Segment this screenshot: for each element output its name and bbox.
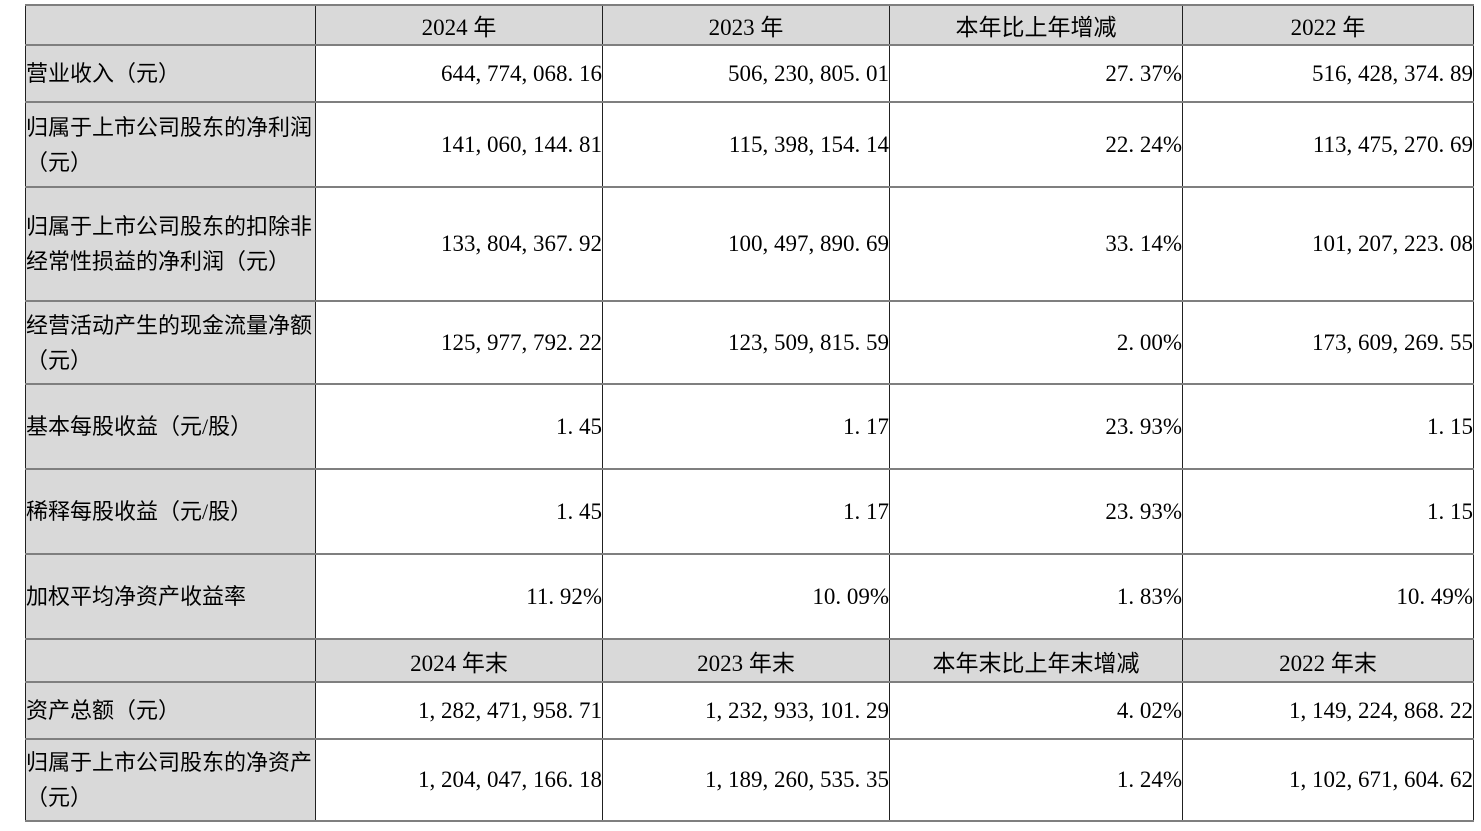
value-yoy-change: 2. 00% (889, 300, 1183, 385)
row-total-assets: 资产总额（元） 1, 282, 471, 958. 71 1, 232, 933… (25, 681, 1474, 740)
value-2024: 644, 774, 068. 16 (315, 44, 603, 103)
value-year-end-change: 4. 02% (889, 681, 1183, 740)
col-yoy-change-header: 本年比上年增减 (889, 4, 1183, 46)
row-operating-revenue: 营业收入（元） 644, 774, 068. 16 506, 230, 805.… (25, 44, 1474, 103)
value-2024-end: 1, 282, 471, 958. 71 (315, 681, 603, 740)
row-label: 归属于上市公司股东的扣除非经常性损益的净利润（元） (25, 186, 316, 302)
col-2024-end-header: 2024 年末 (315, 638, 603, 683)
row-weighted-avg-roe: 加权平均净资产收益率 11. 92% 10. 09% 1. 83% 10. 49… (25, 553, 1474, 640)
row-basic-eps: 基本每股收益（元/股） 1. 45 1. 17 23. 93% 1. 15 (25, 383, 1474, 470)
value-2022: 1. 15 (1182, 468, 1474, 555)
value-2023: 1. 17 (602, 383, 890, 470)
value-2022: 516, 428, 374. 89 (1182, 44, 1474, 103)
col-2022-end-header: 2022 年末 (1182, 638, 1474, 683)
col-2022-header: 2022 年 (1182, 4, 1474, 46)
corner-cell (25, 638, 316, 683)
row-label: 归属于上市公司股东的净资产（元） (25, 738, 316, 822)
value-2022-end: 1, 102, 671, 604. 62 (1182, 738, 1474, 822)
row-operating-cash-flow: 经营活动产生的现金流量净额（元） 125, 977, 792. 22 123, … (25, 300, 1474, 385)
value-2024: 125, 977, 792. 22 (315, 300, 603, 385)
value-2022-end: 1, 149, 224, 868. 22 (1182, 681, 1474, 740)
value-yoy-change: 22. 24% (889, 101, 1183, 188)
row-label: 稀释每股收益（元/股） (25, 468, 316, 555)
col-year-end-change-header: 本年末比上年末增减 (889, 638, 1183, 683)
value-2023: 506, 230, 805. 01 (602, 44, 890, 103)
row-diluted-eps: 稀释每股收益（元/股） 1. 45 1. 17 23. 93% 1. 15 (25, 468, 1474, 555)
value-2023-end: 1, 189, 260, 535. 35 (602, 738, 890, 822)
value-yoy-change: 23. 93% (889, 468, 1183, 555)
value-2022: 173, 609, 269. 55 (1182, 300, 1474, 385)
corner-cell (25, 4, 316, 46)
row-label: 加权平均净资产收益率 (25, 553, 316, 640)
row-label: 经营活动产生的现金流量净额（元） (25, 300, 316, 385)
value-2023: 100, 497, 890. 69 (602, 186, 890, 302)
value-2022: 10. 49% (1182, 553, 1474, 640)
col-2023-end-header: 2023 年末 (602, 638, 890, 683)
row-label: 资产总额（元） (25, 681, 316, 740)
value-2024: 141, 060, 144. 81 (315, 101, 603, 188)
col-2023-header: 2023 年 (602, 4, 890, 46)
value-2023: 10. 09% (602, 553, 890, 640)
value-2023: 123, 509, 815. 59 (602, 300, 890, 385)
value-2022: 101, 207, 223. 08 (1182, 186, 1474, 302)
period-end-header-row: 2024 年末 2023 年末 本年末比上年末增减 2022 年末 (25, 638, 1474, 683)
row-net-assets-attributable: 归属于上市公司股东的净资产（元） 1, 204, 047, 166. 18 1,… (25, 738, 1474, 822)
row-label: 基本每股收益（元/股） (25, 383, 316, 470)
row-net-profit-attributable: 归属于上市公司股东的净利润（元） 141, 060, 144. 81 115, … (25, 101, 1474, 188)
col-2024-header: 2024 年 (315, 4, 603, 46)
period-header-row: 2024 年 2023 年 本年比上年增减 2022 年 (25, 4, 1474, 46)
value-yoy-change: 27. 37% (889, 44, 1183, 103)
value-yoy-change: 1. 83% (889, 553, 1183, 640)
value-yoy-change: 23. 93% (889, 383, 1183, 470)
value-2022: 113, 475, 270. 69 (1182, 101, 1474, 188)
value-2024: 1. 45 (315, 468, 603, 555)
row-label: 归属于上市公司股东的净利润（元） (25, 101, 316, 188)
value-2024: 1. 45 (315, 383, 603, 470)
value-2023: 115, 398, 154. 14 (602, 101, 890, 188)
value-2024-end: 1, 204, 047, 166. 18 (315, 738, 603, 822)
value-2022: 1. 15 (1182, 383, 1474, 470)
value-2024: 133, 804, 367. 92 (315, 186, 603, 302)
row-net-profit-excl-nonrecurring: 归属于上市公司股东的扣除非经常性损益的净利润（元） 133, 804, 367.… (25, 186, 1474, 302)
value-yoy-change: 33. 14% (889, 186, 1183, 302)
value-year-end-change: 1. 24% (889, 738, 1183, 822)
value-2023: 1. 17 (602, 468, 890, 555)
value-2024: 11. 92% (315, 553, 603, 640)
value-2023-end: 1, 232, 933, 101. 29 (602, 681, 890, 740)
row-label: 营业收入（元） (25, 44, 316, 103)
key-financials-table: 2024 年 2023 年 本年比上年增减 2022 年 营业收入（元） 644… (25, 4, 1474, 822)
